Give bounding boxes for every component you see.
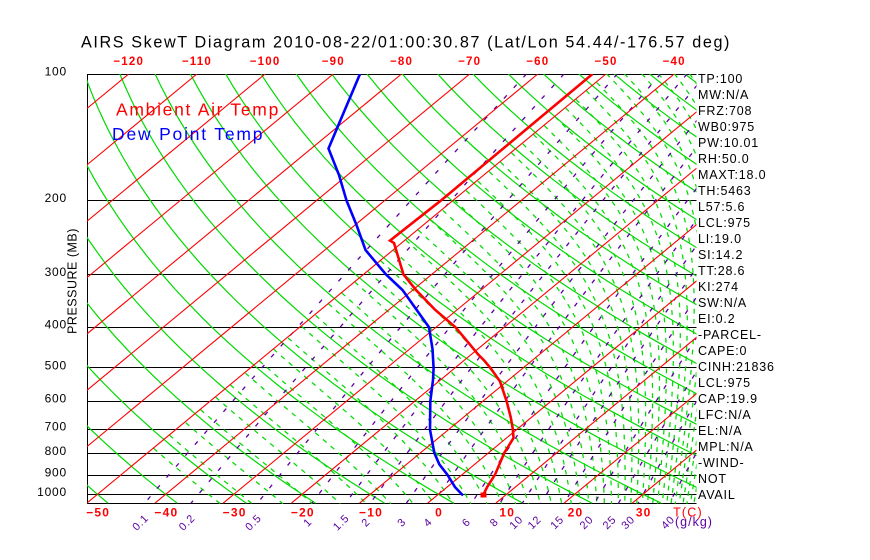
svg-text:TH:5463: TH:5463 — [698, 184, 752, 198]
svg-text:500: 500 — [45, 358, 67, 372]
svg-text:Ambient Air Temp: Ambient Air Temp — [116, 100, 280, 120]
svg-text:200: 200 — [45, 191, 67, 205]
svg-text:PW:10.01: PW:10.01 — [698, 136, 759, 150]
svg-text:-WIND-: -WIND- — [698, 456, 744, 470]
svg-text:AIRS SkewT Diagram 2010-08-22/: AIRS SkewT Diagram 2010-08-22/01:00:30.8… — [81, 34, 731, 52]
svg-text:NOT: NOT — [698, 472, 727, 486]
svg-text:400: 400 — [45, 318, 67, 332]
svg-text:CINH:21836: CINH:21836 — [698, 360, 775, 374]
svg-text:300: 300 — [45, 265, 67, 279]
svg-text:100: 100 — [45, 65, 67, 79]
svg-text:−50: −50 — [86, 506, 110, 520]
svg-text:LCL:975: LCL:975 — [698, 216, 751, 230]
svg-text:−50: −50 — [594, 56, 617, 68]
svg-text:800: 800 — [45, 444, 67, 458]
svg-text:LFC:N/A: LFC:N/A — [698, 408, 752, 422]
svg-text:-PARCEL-: -PARCEL- — [698, 328, 762, 342]
svg-text:CAPE:0: CAPE:0 — [698, 344, 747, 358]
svg-text:TT:28.6: TT:28.6 — [698, 264, 745, 278]
svg-text:−30: −30 — [223, 506, 247, 520]
svg-text:T(C): T(C) — [673, 506, 703, 520]
svg-text:SW:N/A: SW:N/A — [698, 296, 747, 310]
svg-text:−40: −40 — [154, 506, 178, 520]
svg-text:−110: −110 — [182, 56, 212, 68]
svg-text:1000: 1000 — [37, 485, 67, 499]
svg-text:20: 20 — [568, 506, 584, 520]
svg-text:EI:0.2: EI:0.2 — [698, 312, 735, 326]
svg-text:PRESSURE (MB): PRESSURE (MB) — [66, 228, 80, 334]
svg-text:Dew Point Temp: Dew Point Temp — [112, 124, 264, 144]
svg-text:MAXT:18.0: MAXT:18.0 — [698, 168, 766, 182]
svg-text:LI:19.0: LI:19.0 — [698, 232, 742, 246]
svg-text:−100: −100 — [250, 56, 281, 68]
svg-text:(g/kg): (g/kg) — [675, 515, 713, 529]
svg-text:KI:274: KI:274 — [698, 280, 739, 294]
svg-text:MPL:N/A: MPL:N/A — [698, 440, 754, 454]
svg-text:CAP:19.9: CAP:19.9 — [698, 392, 758, 406]
svg-text:−80: −80 — [390, 56, 413, 68]
svg-text:RH:50.0: RH:50.0 — [698, 152, 749, 166]
svg-text:EL:N/A: EL:N/A — [698, 424, 742, 438]
svg-text:FRZ:708: FRZ:708 — [698, 104, 752, 118]
svg-text:MW:N/A: MW:N/A — [698, 88, 749, 102]
svg-text:10: 10 — [499, 506, 515, 520]
svg-text:−60: −60 — [526, 56, 549, 68]
svg-text:−10: −10 — [359, 506, 383, 520]
svg-text:−20: −20 — [291, 506, 315, 520]
svg-text:−70: −70 — [458, 56, 481, 68]
svg-text:SI:14.2: SI:14.2 — [698, 248, 743, 262]
svg-text:30: 30 — [636, 506, 652, 520]
svg-text:700: 700 — [45, 420, 67, 434]
svg-text:0: 0 — [435, 506, 443, 520]
svg-text:−40: −40 — [663, 56, 686, 68]
svg-text:L57:5.6: L57:5.6 — [698, 200, 745, 214]
svg-text:−90: −90 — [322, 56, 345, 68]
svg-text:LCL:975: LCL:975 — [698, 376, 751, 390]
svg-text:WB0:975: WB0:975 — [698, 120, 755, 134]
svg-text:AVAIL: AVAIL — [698, 488, 736, 502]
svg-text:TP:100: TP:100 — [698, 72, 743, 86]
svg-text:600: 600 — [45, 392, 67, 406]
svg-text:−120: −120 — [113, 56, 144, 68]
svg-text:900: 900 — [45, 466, 67, 480]
